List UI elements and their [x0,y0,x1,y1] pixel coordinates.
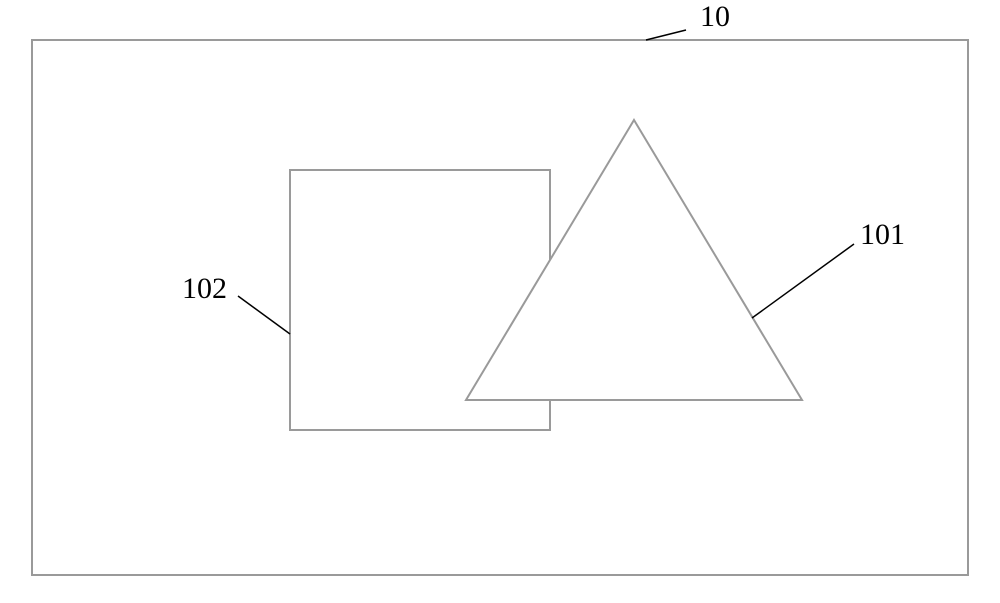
triangle-label: 101 [860,218,905,251]
container-label: 10 [700,0,730,33]
square-label: 102 [182,272,227,305]
